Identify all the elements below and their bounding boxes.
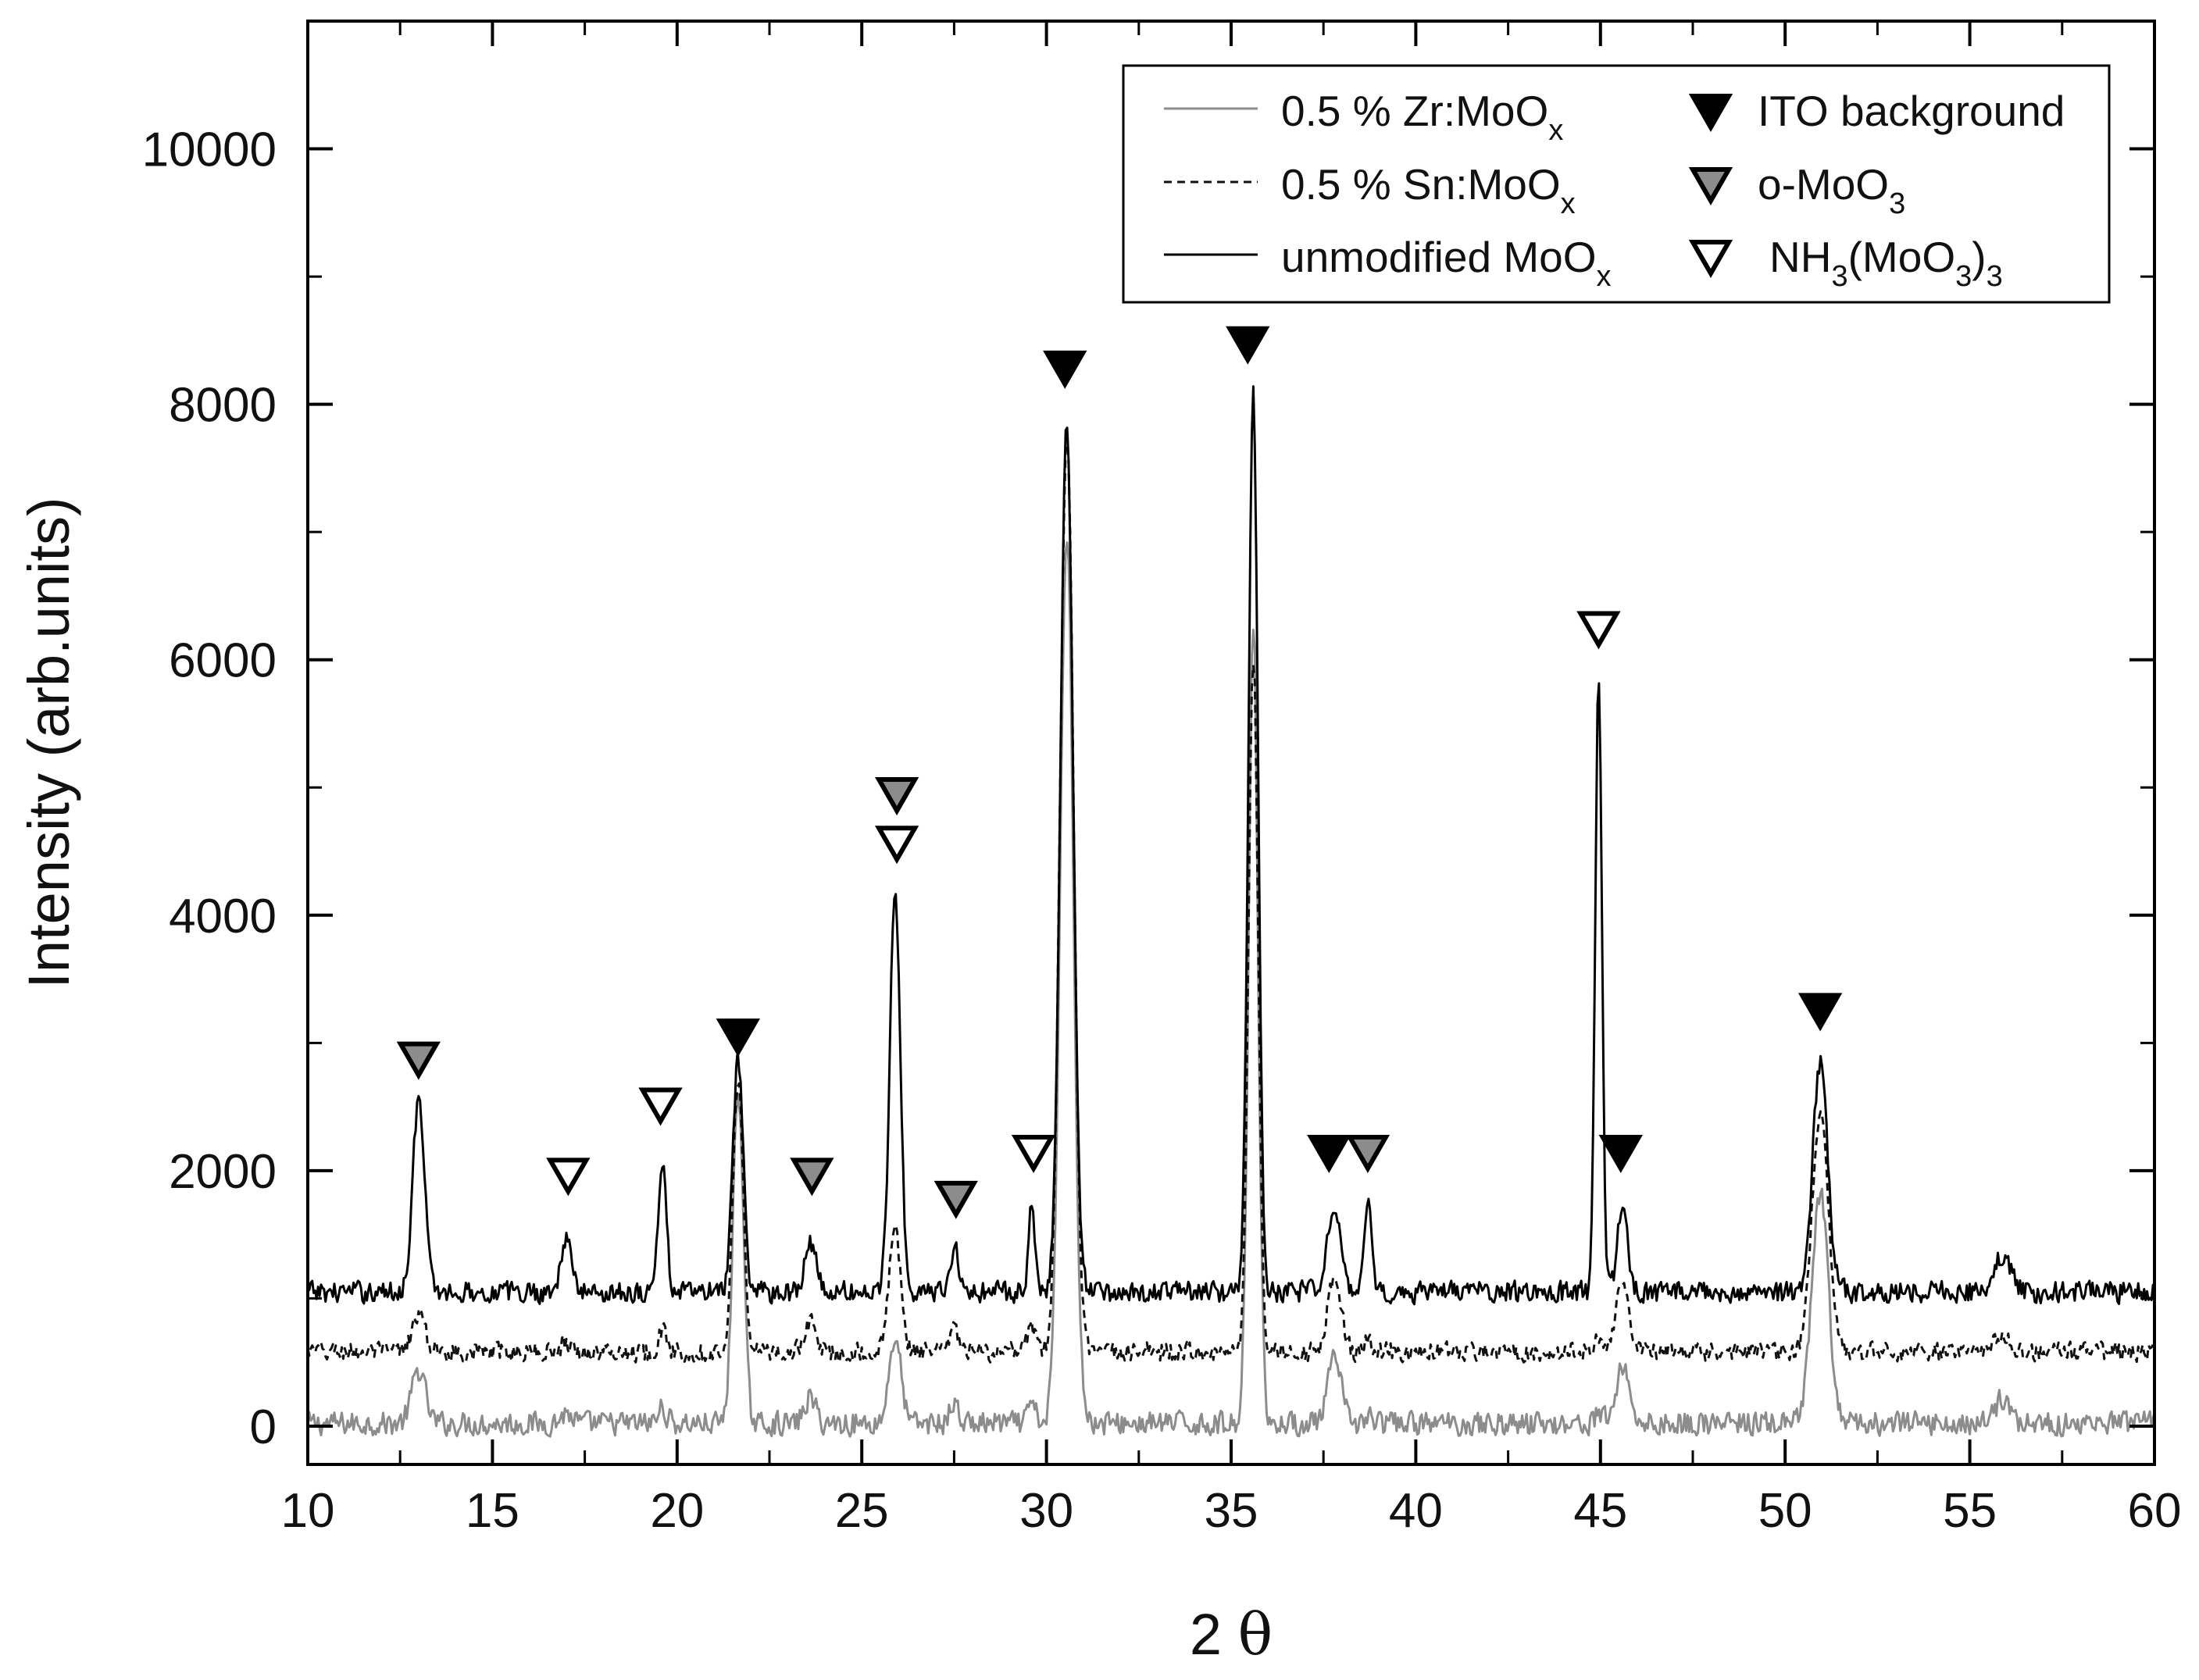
y-axis-title: Intensity (arb.units) <box>16 497 81 988</box>
peak-marker-gray <box>934 1180 978 1219</box>
series-line <box>308 541 2154 1438</box>
legend-marker-filled <box>1688 94 1733 133</box>
y-tick-label: 10000 <box>142 123 277 177</box>
axis-tick-layer: 10 15 20 25 30 35 40 45 50 55 60 0 2000 4000 6000 8000 1… <box>142 21 2182 1538</box>
peak-marker-open <box>638 1087 683 1126</box>
peak-marker-gray <box>1345 1134 1390 1173</box>
legend-box <box>1122 64 2111 304</box>
x-tick-label: 10 <box>281 1484 335 1538</box>
series-layer <box>308 385 2154 1438</box>
x-axis-title: 2 θ <box>1190 1601 1273 1668</box>
series-line <box>308 430 2154 1364</box>
x-tick-label: 50 <box>1758 1484 1812 1538</box>
y-tick-label: 0 <box>250 1400 277 1454</box>
theta-symbol: θ <box>1238 1601 1273 1668</box>
series-line <box>308 385 2154 1306</box>
y-tick-label: 6000 <box>169 634 277 688</box>
legend-marker-label: ITO background <box>1758 87 2065 135</box>
legend-series-label: 0.5 % Sn:MoOx <box>1281 160 1576 220</box>
peak-marker-gray <box>790 1157 834 1197</box>
peak-marker-gray <box>874 777 919 816</box>
peak-marker-open <box>1576 611 1621 650</box>
legend-marker-open <box>1688 240 1733 279</box>
peak-marker-gray <box>396 1041 441 1080</box>
peak-marker-filled <box>1307 1134 1351 1173</box>
legend: 0.5 % Zr:MoOx 0.5 % Sn:MoOx unmodified MoO… <box>1122 64 2111 304</box>
peak-marker-open <box>874 826 919 865</box>
x-tick-label: 30 <box>1019 1484 1073 1538</box>
peak-marker-filled <box>716 1018 760 1058</box>
y-tick-label: 2000 <box>169 1145 277 1199</box>
peak-marker-filled <box>1043 350 1087 389</box>
peak-marker-filled <box>1797 993 1843 1032</box>
peak-marker-open <box>1011 1134 1056 1173</box>
peak-marker-filled <box>1598 1134 1643 1173</box>
x-tick-label: 35 <box>1205 1484 1258 1538</box>
x-tick-label: 15 <box>466 1484 519 1538</box>
legend-marker-gray <box>1688 167 1733 206</box>
peak-marker-filled <box>1226 326 1270 365</box>
legend-series-label: 0.5 % Zr:MoOx <box>1281 87 1563 147</box>
peak-marker-layer <box>396 326 1843 1219</box>
x-tick-label: 20 <box>650 1484 704 1538</box>
x-tick-label: 25 <box>835 1484 889 1538</box>
y-tick-label: 8000 <box>169 379 277 433</box>
x-tick-label: 40 <box>1389 1484 1443 1538</box>
legend-marker-label: o-MoO3 <box>1758 160 1905 220</box>
x-tick-label: 45 <box>1573 1484 1627 1538</box>
x-tick-label: 55 <box>1943 1484 1997 1538</box>
x-tick-label: 60 <box>2128 1484 2182 1538</box>
peak-marker-open <box>546 1157 591 1197</box>
legend-series-label: unmodified MoOx <box>1281 233 1612 293</box>
y-tick-label: 4000 <box>169 890 277 943</box>
legend-marker-label: NH3(MoO3)3 <box>1769 233 2003 293</box>
